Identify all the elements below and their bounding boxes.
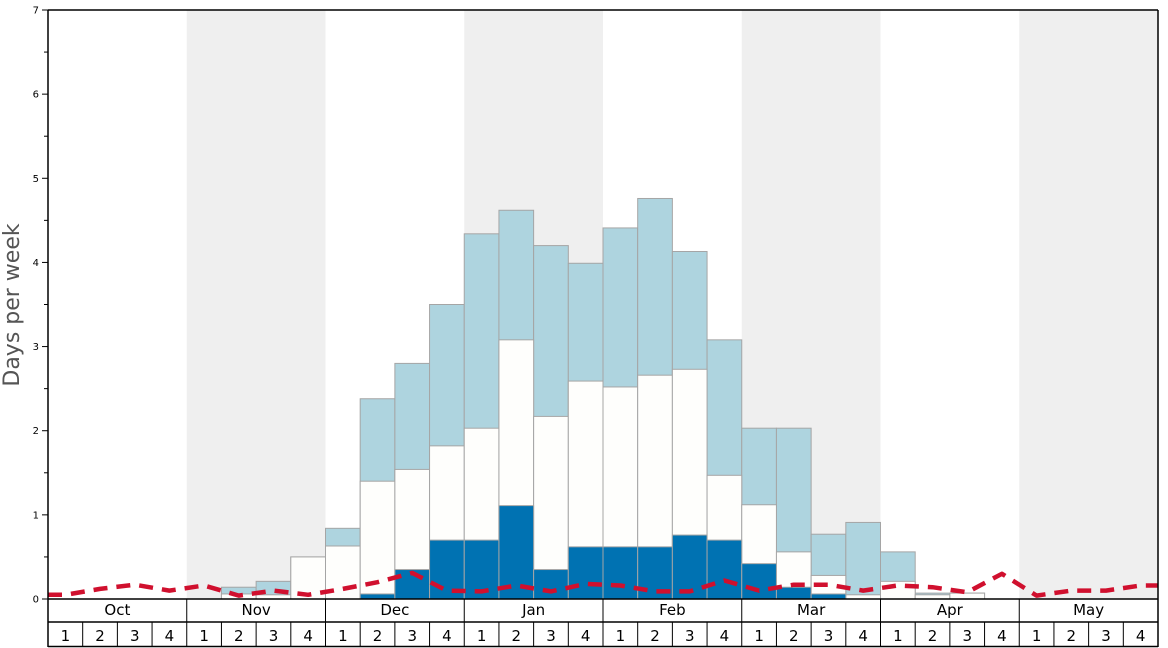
week-label-may-1: 1: [1032, 627, 1042, 645]
dashed-series: [48, 570, 1158, 598]
month-shade-may: [1019, 10, 1158, 599]
bar-white-7: [290, 556, 326, 600]
week-label-dec-3: 3: [407, 627, 417, 645]
month-label-feb: Feb: [659, 601, 686, 619]
bar-light-23: [845, 521, 881, 600]
y-tick-label-4: 4: [33, 258, 39, 269]
axes: 0 1 2 3 4 5 6 7 Oct 1 2 3 4 Nov 1 2 3 4 Dec 1 2 3 4 Jan 1 2 3 4 Feb 1…: [33, 6, 1159, 648]
week-label-may-3: 3: [1101, 627, 1111, 645]
y-tick-label-3: 3: [33, 342, 39, 353]
month-label-jan: Jan: [521, 601, 545, 619]
week-label-oct-2: 2: [95, 627, 105, 645]
month-label-nov: Nov: [241, 601, 270, 619]
week-label-feb-3: 3: [685, 627, 695, 645]
y-tick-label-6: 6: [33, 90, 39, 101]
week-label-mar-2: 2: [789, 627, 799, 645]
month-shade-nov: [186, 10, 326, 599]
week-label-oct-4: 4: [165, 627, 175, 645]
bar-dark-15: [567, 546, 604, 600]
week-label-jan-1: 1: [477, 627, 487, 645]
week-label-apr-2: 2: [928, 627, 938, 645]
week-label-nov-3: 3: [269, 627, 279, 645]
week-label-nov-4: 4: [303, 627, 313, 645]
bar-dark-19: [706, 539, 743, 600]
week-label-jan-3: 3: [546, 627, 556, 645]
y-axis-title: Days per week: [0, 223, 25, 386]
week-label-nov-2: 2: [234, 627, 244, 645]
month-label-may: May: [1073, 601, 1104, 619]
month-label-dec: Dec: [380, 601, 409, 619]
week-label-jan-2: 2: [512, 627, 522, 645]
dashed-line: [48, 570, 1158, 598]
week-label-dec-1: 1: [338, 627, 348, 645]
week-label-apr-4: 4: [997, 627, 1007, 645]
month-label-oct: Oct: [104, 601, 130, 619]
bar-white-26: [949, 592, 986, 600]
bar-dark-14: [533, 569, 569, 600]
week-label-apr-3: 3: [962, 627, 972, 645]
week-label-may-4: 4: [1136, 627, 1146, 645]
week-label-dec-2: 2: [373, 627, 383, 645]
month-label-apr: Apr: [937, 601, 964, 619]
y-tick-label-2: 2: [33, 426, 39, 437]
y-tick-label-0: 0: [33, 595, 39, 606]
week-label-nov-1: 1: [199, 627, 209, 645]
week-label-jan-4: 4: [581, 627, 591, 645]
bar-dark-9: [359, 593, 396, 600]
week-label-mar-3: 3: [824, 627, 834, 645]
bar-dark-18: [671, 534, 708, 600]
week-label-apr-1: 1: [893, 627, 903, 645]
week-label-oct-1: 1: [61, 627, 71, 645]
y-tick-label-5: 5: [33, 174, 39, 185]
week-label-oct-3: 3: [130, 627, 140, 645]
bar-dark-13: [498, 505, 535, 600]
week-label-dec-4: 4: [442, 627, 452, 645]
week-label-feb-2: 2: [650, 627, 660, 645]
bar-white-14: [533, 415, 569, 600]
week-label-feb-1: 1: [616, 627, 626, 645]
bar-dark-22: [810, 593, 847, 600]
week-label-feb-4: 4: [720, 627, 730, 645]
week-label-mar-1: 1: [754, 627, 764, 645]
bar-dark-20: [741, 563, 777, 600]
month-label-mar: Mar: [797, 601, 826, 619]
week-label-may-2: 2: [1067, 627, 1077, 645]
week-label-mar-4: 4: [858, 627, 868, 645]
bar-dark-16: [602, 546, 639, 600]
y-tick-label-7: 7: [33, 6, 39, 17]
y-tick-label-1: 1: [33, 510, 39, 521]
